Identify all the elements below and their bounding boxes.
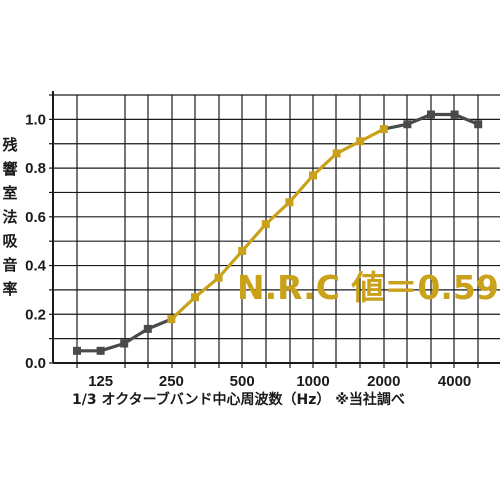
- y-axis-label-char: 吸: [2, 232, 18, 250]
- x-tick-label: 125: [88, 373, 113, 390]
- y-axis-label-char: 音: [2, 256, 17, 274]
- x-tick-label: 500: [230, 373, 255, 390]
- series-segment: [240, 222, 268, 253]
- series-segment: [287, 173, 315, 204]
- series-segment: [217, 249, 244, 280]
- nrc-annotation: N.R.C 値＝0.59: [237, 268, 499, 307]
- y-axis-label-char: 率: [2, 280, 17, 298]
- data-point: [403, 120, 412, 129]
- data-point: [214, 273, 223, 282]
- data-point: [120, 339, 129, 348]
- x-tick-label: 2000: [367, 373, 400, 390]
- data-point: [261, 220, 270, 229]
- x-axis-label: 1/3 オクターブバンド中心周波数（Hz） ※当社調べ: [72, 391, 405, 408]
- data-point: [167, 315, 176, 324]
- series-lines: [75, 112, 480, 353]
- y-tick-label: 0.6: [25, 209, 46, 226]
- data-point: [450, 110, 459, 119]
- x-tick-labels: 125 250 500 1000 2000 4000: [88, 373, 471, 390]
- data-point: [285, 198, 294, 207]
- x-tick-label: 250: [159, 373, 184, 390]
- y-tick-labels: 0.0 0.2 0.4 0.6 0.8 1.0: [25, 111, 47, 372]
- data-point: [73, 346, 81, 355]
- data-point: [379, 125, 388, 134]
- y-tick-label: 0.2: [25, 306, 46, 323]
- grid: [49, 94, 500, 368]
- x-tick-label: 1000: [296, 373, 329, 390]
- data-point: [427, 110, 435, 119]
- data-point: [238, 246, 247, 255]
- y-tick-label: 1.0: [25, 111, 46, 128]
- y-tick-label: 0.4: [25, 258, 47, 275]
- data-point: [191, 293, 199, 302]
- data-point: [474, 120, 483, 129]
- data-points: [73, 110, 483, 355]
- data-point: [309, 171, 317, 180]
- y-tick-label: 0.0: [25, 355, 46, 372]
- y-tick-label: 0.8: [25, 160, 46, 177]
- x-tick-label: 4000: [438, 373, 471, 390]
- y-axis-label-char: 響: [2, 160, 17, 178]
- data-point: [356, 137, 365, 146]
- y-axis-label-char: 室: [2, 184, 17, 202]
- data-point: [143, 324, 152, 333]
- y-axis-label-char: 残: [2, 136, 17, 154]
- y-axis-label-char: 法: [2, 208, 17, 226]
- axes: [52, 91, 500, 364]
- data-point: [96, 346, 105, 355]
- data-point: [332, 149, 341, 158]
